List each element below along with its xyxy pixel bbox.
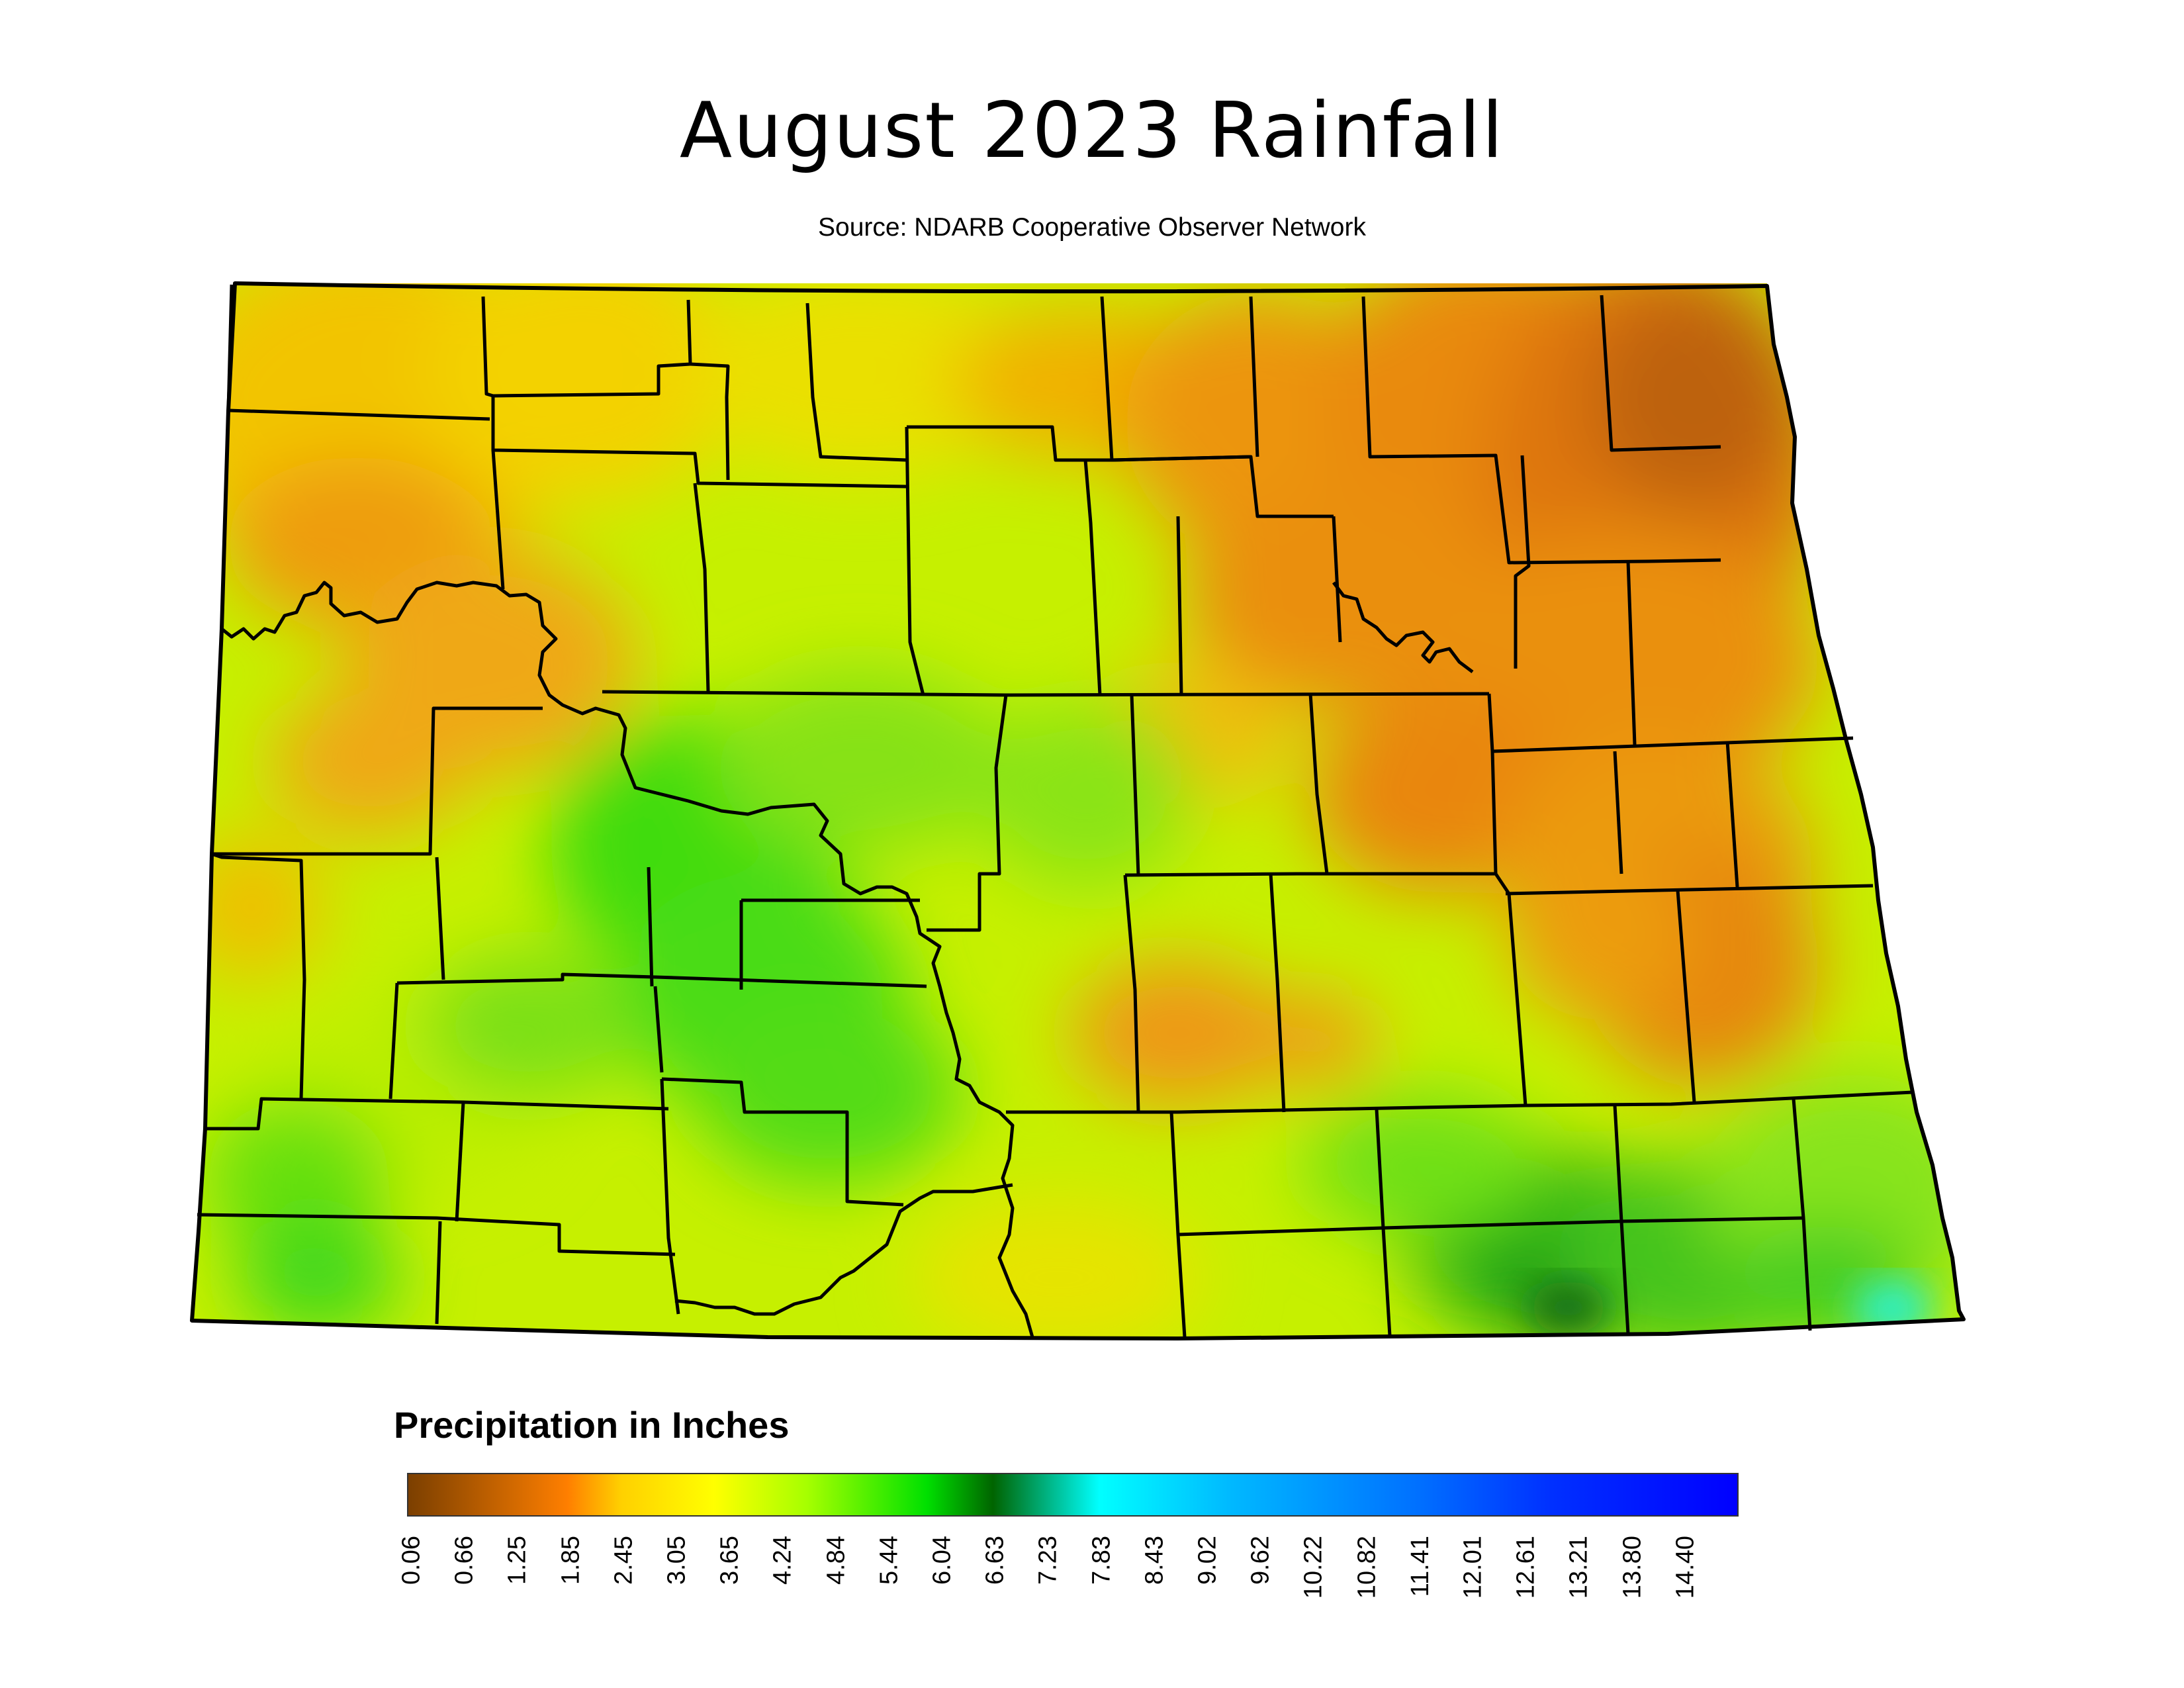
legend-tick-text: 9.62 xyxy=(1246,1536,1275,1585)
legend-tick-text: 3.65 xyxy=(715,1536,744,1585)
legend-tick-text: 4.24 xyxy=(768,1536,797,1585)
legend-tick-text: 6.63 xyxy=(981,1536,1009,1585)
legend-title: Precipitation in Inches xyxy=(394,1404,790,1446)
legend-tick-text: 10.22 xyxy=(1299,1536,1328,1599)
state-outline xyxy=(190,281,1966,1340)
legend-tick-text: 3.05 xyxy=(662,1536,691,1585)
county-boundaries xyxy=(197,284,1913,1338)
legend-color-bar xyxy=(407,1473,1739,1517)
legend-tick-text: 0.06 xyxy=(397,1536,426,1585)
rainfall-surface xyxy=(192,283,1964,1338)
legend-tick-text: 9.02 xyxy=(1193,1536,1222,1585)
legend-tick-text: 0.66 xyxy=(450,1536,478,1585)
legend-tick-text: 2.45 xyxy=(610,1536,638,1585)
legend-tick-text: 6.04 xyxy=(928,1536,956,1585)
legend-tick-text: 13.21 xyxy=(1565,1536,1593,1599)
legend-tick-text: 8.43 xyxy=(1140,1536,1169,1585)
river-boundaries xyxy=(220,581,1474,1338)
legend-tick-text: 10.82 xyxy=(1353,1536,1381,1599)
page-subtitle: Source: NDARB Cooperative Observer Netwo… xyxy=(818,213,1366,242)
legend-tick-text: 1.25 xyxy=(503,1536,531,1585)
legend-tick-text: 11.41 xyxy=(1406,1536,1434,1597)
legend-tick-text: 1.85 xyxy=(557,1536,585,1585)
legend-tick-text: 14.40 xyxy=(1671,1536,1700,1599)
legend-tick-text: 12.61 xyxy=(1512,1536,1540,1599)
legend-tick-text: 4.84 xyxy=(822,1536,850,1585)
legend-tick-text: 13.80 xyxy=(1618,1536,1647,1599)
page-title: August 2023 Rainfall xyxy=(679,86,1505,175)
legend-tick-text: 12.01 xyxy=(1459,1536,1487,1599)
legend-tick-text: 5.44 xyxy=(875,1536,903,1585)
legend-tick-text: 7.83 xyxy=(1087,1536,1116,1585)
legend-tick-text: 7.23 xyxy=(1034,1536,1062,1585)
